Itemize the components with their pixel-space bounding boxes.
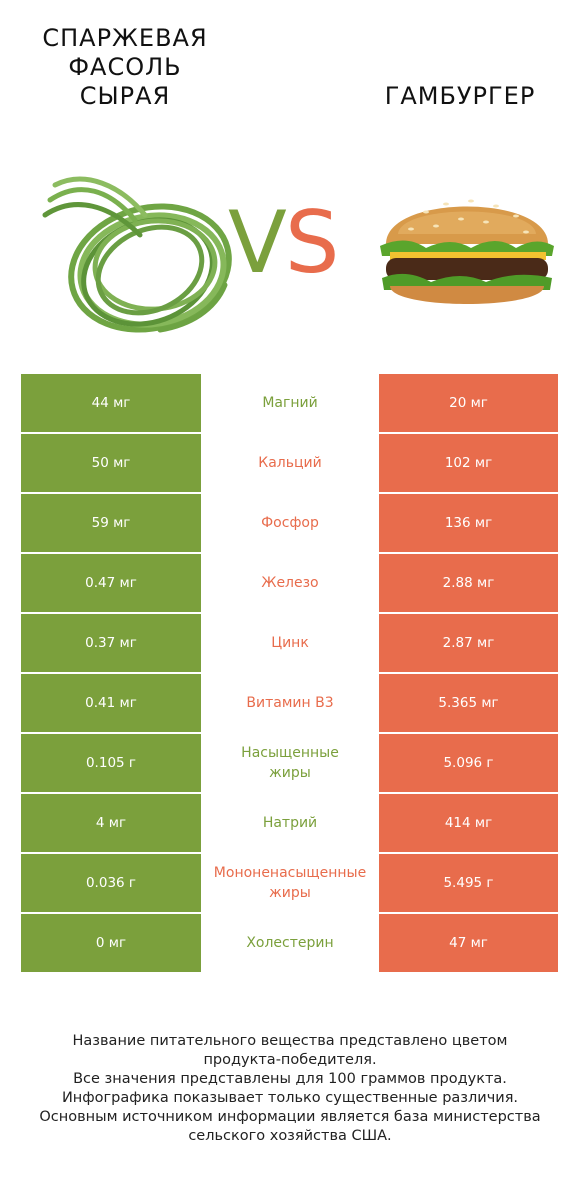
vs-letter-v: V (228, 193, 287, 293)
right-value-cell: 47 мг (379, 914, 558, 972)
table-row: 4 мг Натрий 414 мг (21, 794, 558, 854)
right-value-cell: 136 мг (379, 494, 558, 552)
row-divider (379, 852, 558, 854)
nutrient-name-cell: Мононенасыщенные жиры (201, 854, 379, 912)
right-value-cell: 414 мг (379, 794, 558, 852)
comparison-table: 44 мг Магний 20 мг 50 мг Кальций 102 мг 59 мг Ф… (21, 374, 558, 974)
nutrient-name-cell: Холестерин (201, 914, 379, 972)
left-product-title: СПАРЖЕВАЯ ФАСОЛЬ СЫРАЯ (42, 24, 208, 110)
table-row: 44 мг Магний 20 мг (21, 374, 558, 434)
row-divider (21, 492, 201, 494)
right-value-cell: 102 мг (379, 434, 558, 492)
nutrient-name-cell: Фосфор (201, 494, 379, 552)
row-divider (379, 612, 558, 614)
left-value-cell: 50 мг (21, 434, 201, 492)
left-value-cell: 0.47 мг (21, 554, 201, 612)
table-row: 0.47 мг Железо 2.88 мг (21, 554, 558, 614)
row-divider (379, 672, 558, 674)
row-divider (379, 732, 558, 734)
nutrient-name-cell: Магний (201, 374, 379, 432)
nutrient-name-cell: Цинк (201, 614, 379, 672)
vs-label: VS (228, 193, 340, 293)
asparagus-bean-image (42, 176, 232, 333)
row-divider (379, 552, 558, 554)
nutrient-name-cell: Натрий (201, 794, 379, 852)
table-row: 0.036 г Мононенасыщенные жиры 5.495 г (21, 854, 558, 914)
table-row: 50 мг Кальций 102 мг (21, 434, 558, 494)
footer-note: Название питательного вещества представл… (39, 1033, 541, 1144)
table-row: 0.37 мг Цинк 2.87 мг (21, 614, 558, 674)
row-divider (21, 792, 201, 794)
row-divider (21, 852, 201, 854)
left-value-cell: 0 мг (21, 914, 201, 972)
row-divider (21, 552, 201, 554)
row-divider (21, 972, 201, 974)
right-product-title: ГАМБУРГЕР (384, 82, 536, 110)
table-row: 0.41 мг Витамин B3 5.365 мг (21, 674, 558, 734)
table-row: 0.105 г Насыщенные жиры 5.096 г (21, 734, 558, 794)
left-value-cell: 59 мг (21, 494, 201, 552)
row-divider (21, 432, 201, 434)
left-value-cell: 0.105 г (21, 734, 201, 792)
right-value-cell: 20 мг (379, 374, 558, 432)
row-divider (21, 612, 201, 614)
nutrient-name-cell: Витамин B3 (201, 674, 379, 732)
right-value-cell: 2.87 мг (379, 614, 558, 672)
row-divider (379, 492, 558, 494)
row-divider (21, 672, 201, 674)
hamburger-image (380, 199, 554, 304)
row-divider (379, 792, 558, 794)
nutrient-name-cell: Железо (201, 554, 379, 612)
table-row: 0 мг Холестерин 47 мг (21, 914, 558, 974)
row-divider (21, 732, 201, 734)
table-row: 59 мг Фосфор 136 мг (21, 494, 558, 554)
row-divider (21, 912, 201, 914)
left-value-cell: 0.41 мг (21, 674, 201, 732)
row-divider (379, 432, 558, 434)
nutrient-name-cell: Насыщенные жиры (201, 734, 379, 792)
left-value-cell: 0.036 г (21, 854, 201, 912)
right-value-cell: 5.495 г (379, 854, 558, 912)
left-value-cell: 4 мг (21, 794, 201, 852)
left-value-cell: 44 мг (21, 374, 201, 432)
row-divider (379, 972, 558, 974)
vs-letter-s: S (284, 193, 340, 293)
nutrient-name-cell: Кальций (201, 434, 379, 492)
right-value-cell: 2.88 мг (379, 554, 558, 612)
left-value-cell: 0.37 мг (21, 614, 201, 672)
right-value-cell: 5.096 г (379, 734, 558, 792)
right-value-cell: 5.365 мг (379, 674, 558, 732)
row-divider (379, 912, 558, 914)
